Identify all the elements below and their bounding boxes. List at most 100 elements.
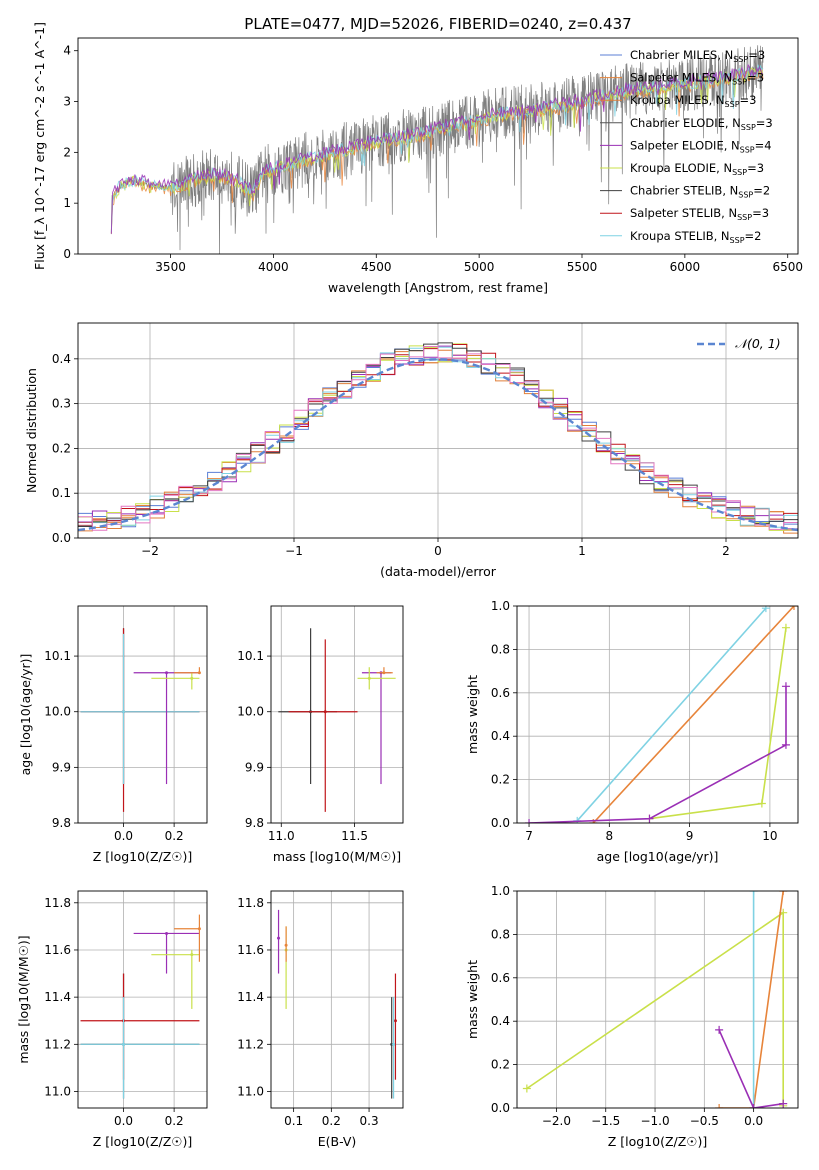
series-line-3 bbox=[528, 686, 787, 823]
legend-label-tail: =3 bbox=[756, 116, 773, 130]
x-tick-label: 2 bbox=[722, 544, 730, 558]
model-line-salpeter-elodie bbox=[110, 63, 764, 234]
legend-label-tail: =3 bbox=[740, 93, 757, 107]
plot-area bbox=[525, 606, 798, 823]
x-tick-label: 0.0 bbox=[114, 1114, 133, 1128]
y-tick-label: 0.6 bbox=[491, 686, 510, 700]
legend-label-text: Chabrier ELODIE, N bbox=[630, 116, 741, 130]
y-tick-label: 11.8 bbox=[44, 896, 71, 910]
x-axis-label: mass [log10(M/M☉)] bbox=[273, 849, 401, 864]
legend-label-tail: =3 bbox=[747, 71, 764, 85]
y-tick-label: 10.1 bbox=[44, 649, 71, 663]
x-tick-label: 0.1 bbox=[284, 1114, 303, 1128]
model-line-kroupa-stelib bbox=[110, 64, 764, 233]
plot-weight-vs-z: −2.0 −1.5 −1.0 −0.5 0.0 0.0 0.2 0.4 0.6 0.8 1.0 Z [… bbox=[465, 884, 799, 1149]
series-marker bbox=[715, 1025, 724, 1034]
axes-frame bbox=[516, 890, 799, 1109]
axes-frame bbox=[270, 605, 404, 824]
gaussian-curve bbox=[78, 358, 798, 532]
series-line-1 bbox=[592, 606, 795, 823]
y-tick-label: 11.0 bbox=[44, 1084, 71, 1098]
legend-label-sub: SSP bbox=[741, 123, 756, 132]
series-marker bbox=[522, 1084, 531, 1093]
axes-frame bbox=[77, 890, 208, 1109]
x-tick-label: 0.2 bbox=[165, 1114, 184, 1128]
plot-area bbox=[78, 342, 798, 534]
x-tick-label: 0 bbox=[434, 544, 442, 558]
legend-label-text: Salpeter ELODIE, N bbox=[630, 138, 740, 152]
data-point bbox=[190, 953, 194, 957]
histogram-step-8 bbox=[78, 346, 798, 531]
series-line-0 bbox=[576, 607, 767, 822]
legend-label-sub: SSP bbox=[725, 100, 740, 109]
y-tick-label: 0.2 bbox=[491, 1058, 510, 1072]
y-tick-label: 4 bbox=[63, 44, 71, 58]
data-point bbox=[122, 710, 126, 714]
plot-age-vs-mass: 11.0 11.5 9.8 9.9 10.0 10.1 mass [log10(M/M☉)] bbox=[237, 605, 404, 864]
series-line-3 bbox=[718, 1029, 784, 1108]
x-tick-label: 11.5 bbox=[341, 829, 368, 843]
axes-frame bbox=[77, 37, 799, 255]
y-tick-label: 11.6 bbox=[237, 943, 264, 957]
plot-area bbox=[277, 909, 397, 1099]
data-point bbox=[367, 676, 371, 680]
y-tick-label: 0.6 bbox=[491, 971, 510, 985]
legend-label: Kroupa MILES, NSSP=3 bbox=[630, 93, 756, 109]
y-axis-label: Normed distribution bbox=[24, 368, 39, 493]
y-tick-label: 0.1 bbox=[52, 486, 71, 500]
y-tick-label: 2 bbox=[63, 145, 71, 159]
y-tick-label: 10.0 bbox=[44, 705, 71, 719]
data-point bbox=[382, 671, 386, 675]
x-tick-label: 11.0 bbox=[268, 829, 295, 843]
legend-label-text: Kroupa ELODIE, N bbox=[630, 161, 732, 175]
data-point bbox=[122, 1042, 126, 1046]
x-axis-label: age [log10(age/yr)] bbox=[597, 849, 719, 864]
axes-frame bbox=[77, 605, 208, 824]
series-marker bbox=[781, 740, 790, 749]
x-tick-label: 5000 bbox=[464, 260, 495, 274]
x-tick-label: 6500 bbox=[772, 260, 803, 274]
x-tick-label: 6000 bbox=[670, 260, 701, 274]
plot-spectrum: 3500 4000 4500 5000 5500 6000 6500 0 1 2 3 4 wavelen… bbox=[32, 22, 803, 295]
data-point bbox=[165, 671, 169, 675]
axes-frame bbox=[270, 890, 404, 1109]
legend-label-tail: =3 bbox=[747, 161, 764, 175]
x-axis-label: (data-model)/error bbox=[380, 564, 497, 579]
axes-frame bbox=[516, 605, 799, 824]
x-tick-label: 9 bbox=[686, 829, 694, 843]
y-tick-label: 3 bbox=[63, 95, 71, 109]
series-marker bbox=[749, 1104, 758, 1108]
y-axis-label: mass weight bbox=[465, 675, 480, 754]
data-point bbox=[190, 676, 194, 680]
x-tick-label: 0.2 bbox=[165, 829, 184, 843]
y-tick-label: 0.4 bbox=[491, 729, 510, 743]
y-tick-label: 1.0 bbox=[491, 884, 510, 898]
y-axis-label: age [log10(age/yr)] bbox=[18, 654, 33, 776]
y-tick-label: 11.4 bbox=[237, 990, 264, 1004]
series-marker bbox=[757, 799, 766, 808]
series-marker bbox=[779, 891, 788, 895]
legend-label-sub: SSP bbox=[737, 213, 752, 222]
legend-label-tail: =2 bbox=[745, 229, 762, 243]
legend-label: 𝒩(0, 1) bbox=[735, 336, 781, 351]
legend-label-text: Chabrier MILES, N bbox=[630, 48, 733, 62]
y-tick-label: 10.0 bbox=[237, 705, 264, 719]
plot-age-vs-z: 0.0 0.2 9.8 9.9 10.0 10.1 Z [log10(Z/Z☉)] age [… bbox=[18, 605, 208, 864]
x-axis-label: Z [log10(Z/Z☉)] bbox=[608, 1134, 708, 1149]
legend-label: Kroupa STELIB, NSSP=2 bbox=[630, 229, 761, 245]
legend-label: Salpeter ELODIE, NSSP=4 bbox=[630, 138, 772, 154]
series-marker bbox=[781, 623, 790, 632]
legend-label-text: Kroupa MILES, N bbox=[630, 93, 725, 107]
histogram-step-7 bbox=[78, 342, 798, 527]
y-axis-label: mass weight bbox=[465, 960, 480, 1039]
x-tick-label: −0.5 bbox=[690, 1114, 719, 1128]
data-point bbox=[197, 927, 201, 931]
y-tick-label: 11.0 bbox=[237, 1084, 264, 1098]
y-tick-label: 11.6 bbox=[44, 943, 71, 957]
legend-label: Kroupa ELODIE, NSSP=3 bbox=[630, 161, 764, 177]
series-marker bbox=[525, 819, 534, 823]
legend-label: Chabrier ELODIE, NSSP=3 bbox=[630, 116, 773, 132]
x-tick-label: 0.0 bbox=[114, 829, 133, 843]
x-tick-label: 0.2 bbox=[322, 1114, 341, 1128]
series-marker bbox=[761, 606, 770, 613]
